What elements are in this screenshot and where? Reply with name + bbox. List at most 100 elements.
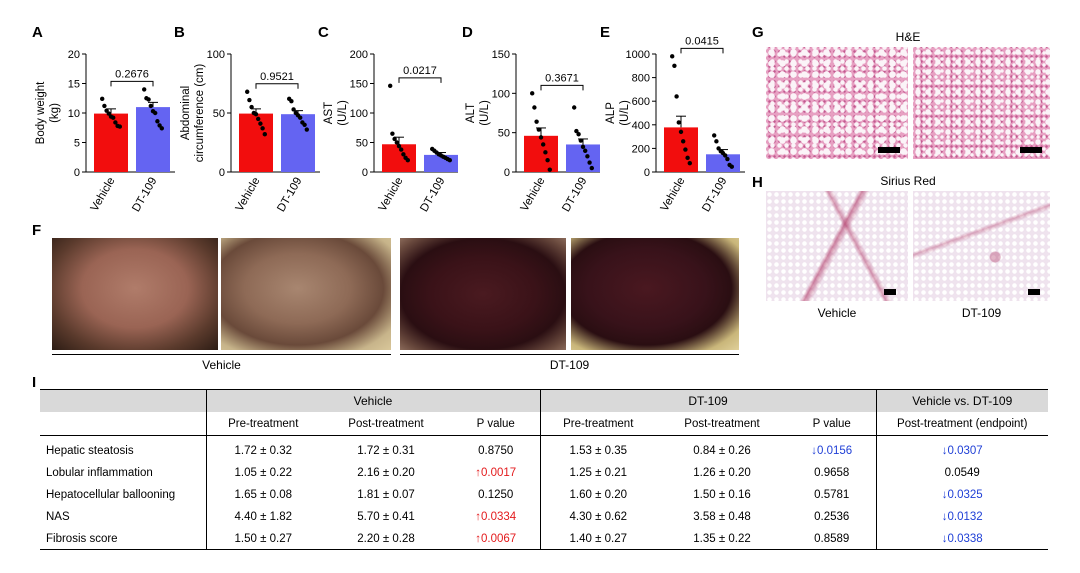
- y-axis-label: (U/L): [337, 100, 349, 126]
- table-cell: 4.40 ± 1.82: [205, 506, 320, 528]
- table-group-comparison: Vehicle vs. DT-109: [875, 389, 1048, 412]
- data-point: [585, 154, 590, 159]
- he-histology-vehicle: [766, 47, 908, 159]
- y-axis-label: Abdominal: [180, 86, 192, 140]
- panel-label-d: D: [462, 24, 473, 41]
- x-category-label: Vehicle: [519, 176, 548, 214]
- table-row: Fibrosis score 1.50 ± 0.27 2.20 ± 0.28 ↑0.0…: [40, 528, 1048, 550]
- data-point: [262, 132, 267, 137]
- table-cell: 0.8750: [478, 445, 514, 457]
- y-tick-label: 15: [68, 79, 80, 91]
- data-point: [723, 153, 728, 158]
- data-point: [578, 138, 583, 143]
- y-tick-label: 0: [504, 167, 510, 179]
- data-point: [142, 87, 147, 92]
- pvalue-bracket: [398, 77, 442, 83]
- y-tick-label: 150: [350, 79, 368, 91]
- bar-dt109: [706, 154, 740, 172]
- data-point: [576, 132, 581, 137]
- data-point: [574, 128, 579, 134]
- data-point: [572, 105, 577, 110]
- table-cell: ↑0.0334: [475, 511, 517, 523]
- sirius-red-histology-dt109: [913, 191, 1050, 301]
- x-category-label: DT-109: [700, 176, 729, 215]
- table-cell: 1.25 ± 0.21: [539, 462, 656, 484]
- data-point: [289, 99, 294, 104]
- data-point: [543, 150, 548, 155]
- data-point: [670, 54, 675, 59]
- table-cell: 0.5781: [814, 489, 850, 501]
- table-cell: ↑0.0017: [475, 467, 517, 479]
- y-tick-label: 50: [498, 128, 510, 140]
- data-point: [100, 96, 105, 102]
- table-top-rule: [40, 389, 1048, 390]
- data-point: [113, 120, 118, 125]
- data-point: [536, 127, 541, 132]
- data-point: [148, 103, 153, 109]
- panel-label-f: F: [32, 222, 42, 239]
- y-tick-label: 200: [632, 143, 650, 155]
- table-subheader: Post-treatment: [656, 412, 788, 436]
- y-tick-label: 0: [362, 167, 368, 179]
- liver-photo-vehicle-2: [221, 238, 391, 350]
- y-tick-label: 20: [68, 49, 80, 61]
- scale-bar: [1020, 147, 1042, 153]
- panel-label-i: I: [32, 374, 37, 391]
- table-bottom-rule: [40, 549, 1048, 550]
- data-point: [304, 127, 309, 132]
- y-axis-label: AST: [323, 102, 335, 124]
- table-cell: 1.60 ± 0.20: [539, 484, 656, 506]
- table-group-dt109: DT-109: [539, 389, 876, 412]
- data-point: [538, 135, 544, 140]
- data-point: [258, 121, 263, 126]
- table-subheader-row: Pre-treatment Post-treatment P value Pre…: [40, 412, 1048, 436]
- table-cell: ↓0.0325: [875, 484, 1048, 506]
- bar-dt109: [566, 144, 600, 172]
- y-tick-label: 400: [632, 120, 650, 132]
- table-cell: 1.72 ± 0.31: [357, 445, 415, 457]
- scale-bar: [884, 289, 896, 295]
- data-point: [396, 143, 402, 149]
- table-subheader: Pre-treatment: [205, 412, 320, 436]
- table-cell: 0.84 ± 0.26: [693, 445, 751, 457]
- data-point: [399, 147, 404, 152]
- bar-vehicle: [382, 144, 416, 172]
- x-category-label: DT-109: [130, 176, 159, 215]
- bar-chart-body-weight: 0 5 10 15 20 Body weight (kg) Vehicle DT-109 0.26…: [35, 49, 175, 215]
- panel-label-g: G: [752, 24, 764, 41]
- table-row-label: Hepatic steatosis: [46, 445, 134, 457]
- table-cell: 5.70 ± 0.41: [357, 511, 415, 523]
- data-point: [587, 160, 592, 165]
- panel-f-label-vehicle: Vehicle: [202, 358, 241, 372]
- data-point: [532, 105, 537, 110]
- table-cell: ↓0.0132: [875, 506, 1048, 528]
- data-point: [678, 129, 684, 135]
- y-axis-label: Body weight: [35, 81, 47, 144]
- sirius-red-histology-vehicle: [766, 191, 908, 301]
- data-point: [405, 158, 410, 163]
- y-tick-label: 100: [350, 108, 368, 120]
- pvalue-label: 0.2676: [115, 68, 149, 80]
- data-point: [401, 152, 406, 157]
- data-point: [390, 131, 395, 136]
- pvalue-bracket: [680, 47, 724, 54]
- y-tick-label: 10: [68, 108, 80, 120]
- data-point: [545, 158, 550, 163]
- y-axis-label: circumference (cm): [194, 64, 206, 163]
- table-cell: 3.58 ± 0.48: [693, 511, 751, 523]
- table-cell: 0.9658: [814, 467, 850, 479]
- data-point: [155, 119, 160, 124]
- data-point: [394, 140, 399, 145]
- table-cell: ↓0.0338: [875, 528, 1048, 550]
- y-axis-label: (U/L): [479, 100, 491, 126]
- table-cell: 1.72 ± 0.32: [205, 435, 320, 462]
- y-tick-label: 600: [632, 96, 650, 108]
- table-cell: 0.2536: [814, 511, 850, 523]
- table-row-label: NAS: [46, 511, 70, 523]
- data-point: [725, 156, 730, 162]
- y-axis-label: ALP: [605, 102, 617, 124]
- data-point: [302, 122, 307, 128]
- bar-chart-alp: 0 200 400 600 800 1000 ALP (U/L) Vehicle DT-109 0.…: [605, 35, 745, 215]
- y-tick-label: 800: [632, 73, 650, 85]
- y-tick-label: 100: [207, 49, 225, 61]
